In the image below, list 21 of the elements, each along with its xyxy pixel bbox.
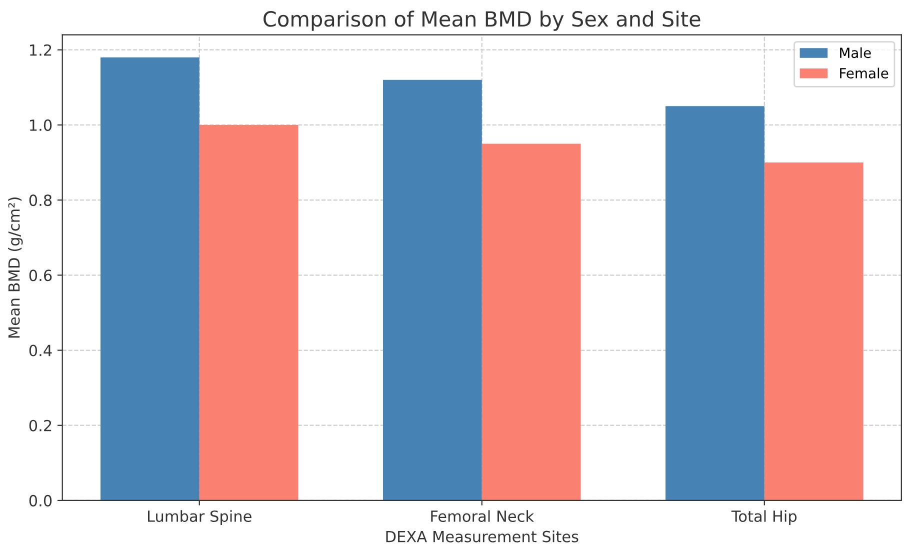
- y-axis-title: Mean BMD (g/cm²): [8, 197, 23, 338]
- y-tick-label: 0.0: [29, 494, 52, 506]
- x-tick-label: Femoral Neck: [431, 510, 534, 522]
- chart-title: Comparison of Mean BMD by Sex and Site: [264, 10, 700, 31]
- x-axis-title: DEXA Measurement Sites: [386, 530, 578, 542]
- bar: [100, 57, 200, 500]
- bar: [482, 144, 581, 500]
- y-tick-label: 0.4: [29, 344, 52, 356]
- y-tick-label: 0.2: [29, 420, 52, 432]
- legend-label: Female: [840, 68, 888, 78]
- x-tick-label: Lumbar Spine: [148, 510, 252, 525]
- bar: [666, 106, 764, 500]
- y-tick-label: 1.2: [30, 44, 52, 56]
- y-tick-label: 1.0: [30, 119, 52, 131]
- y-tick-label: 0.6: [29, 270, 52, 282]
- y-tick-label: 0.8: [29, 194, 52, 206]
- bar: [199, 124, 298, 500]
- x-tick-label: Total Hip: [731, 510, 797, 525]
- legend-label: Male: [840, 47, 871, 58]
- bar: [764, 162, 864, 500]
- bar: [383, 80, 482, 500]
